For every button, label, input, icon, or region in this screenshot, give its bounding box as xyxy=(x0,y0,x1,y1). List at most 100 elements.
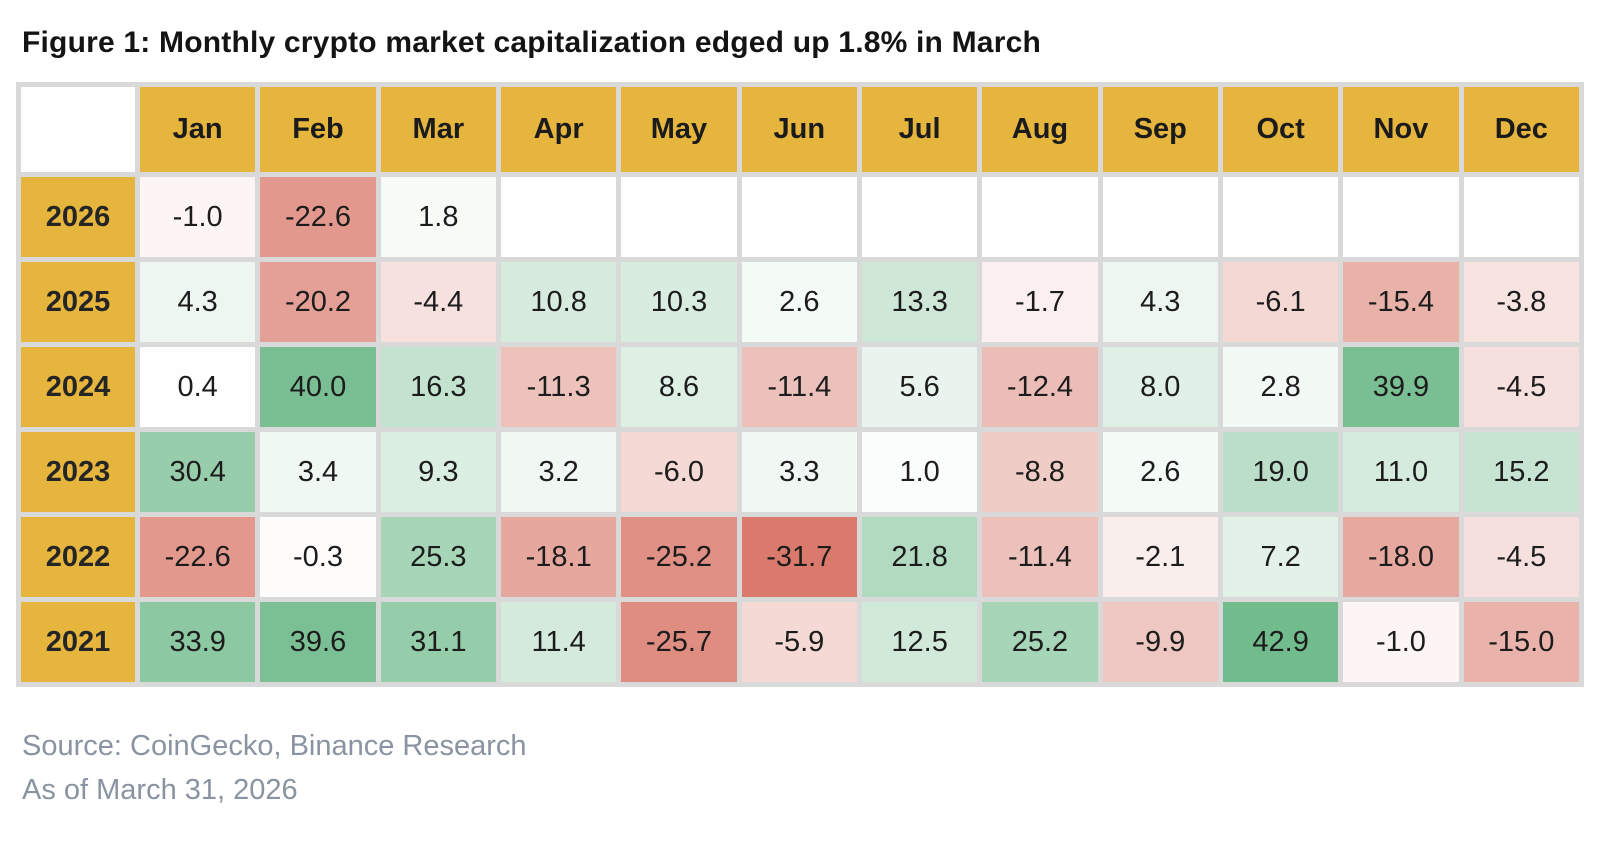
heatmap-cell-2022-mar: 25.3 xyxy=(380,517,496,597)
year-label-2025: 2025 xyxy=(21,262,135,342)
heatmap-header-row: Jan Feb Mar Apr May Jun Jul Aug Sep Oct Nov Dec xyxy=(21,87,1579,172)
month-header-dec: Dec xyxy=(1463,87,1579,172)
heatmap-cell-2025-may: 10.3 xyxy=(621,262,737,342)
heatmap-cell-2026-dec xyxy=(1463,177,1579,257)
heatmap-cell-2023-mar: 9.3 xyxy=(380,432,496,512)
heatmap-cell-2025-jan: 4.3 xyxy=(140,262,256,342)
heatmap-cell-2024-may: 8.6 xyxy=(621,347,737,427)
heatmap-cell-2025-aug: -1.7 xyxy=(982,262,1098,342)
heatmap-cell-2024-jul: 5.6 xyxy=(861,347,978,427)
heatmap-cell-2024-dec: -4.5 xyxy=(1463,347,1579,427)
heatmap-cell-2022-jan: -22.6 xyxy=(140,517,256,597)
heatmap-cell-2023-oct: 19.0 xyxy=(1222,432,1339,512)
heatmap-cell-2022-jun: -31.7 xyxy=(741,517,857,597)
year-label-2023: 2023 xyxy=(21,432,135,512)
heatmap-row-2024: 2024 0.4 40.0 16.3 -11.3 8.6 -11.4 5.6 -12.4 8.0 2… xyxy=(21,347,1579,427)
heatmap-cell-2025-jun: 2.6 xyxy=(741,262,857,342)
heatmap-cell-2021-oct: 42.9 xyxy=(1222,602,1339,682)
month-header-jan: Jan xyxy=(140,87,256,172)
year-label-2024: 2024 xyxy=(21,347,135,427)
heatmap-cell-2024-jan: 0.4 xyxy=(140,347,256,427)
heatmap-cell-2024-jun: -11.4 xyxy=(741,347,857,427)
heatmap-cell-2026-sep xyxy=(1102,177,1218,257)
heatmap-cell-2021-aug: 25.2 xyxy=(982,602,1098,682)
source-note: Source: CoinGecko, Binance Research As o… xyxy=(16,725,1584,812)
month-header-jul: Jul xyxy=(861,87,978,172)
heatmap-cell-2025-dec: -3.8 xyxy=(1463,262,1579,342)
heatmap-cell-2023-apr: 3.2 xyxy=(500,432,617,512)
heatmap-cell-2026-aug xyxy=(982,177,1098,257)
heatmap-cell-2025-sep: 4.3 xyxy=(1102,262,1218,342)
heatmap-cell-2026-jul xyxy=(861,177,978,257)
heatmap-cell-2022-may: -25.2 xyxy=(621,517,737,597)
heatmap-row-2026: 2026 -1.0 -22.6 1.8 xyxy=(21,177,1579,257)
heatmap-cell-2022-apr: -18.1 xyxy=(500,517,617,597)
heatmap-cell-2024-feb: 40.0 xyxy=(260,347,376,427)
heatmap-cell-2021-dec: -15.0 xyxy=(1463,602,1579,682)
month-header-nov: Nov xyxy=(1343,87,1459,172)
heatmap-cell-2021-nov: -1.0 xyxy=(1343,602,1459,682)
heatmap-cell-2022-dec: -4.5 xyxy=(1463,517,1579,597)
heatmap-cell-2024-oct: 2.8 xyxy=(1222,347,1339,427)
heatmap-cell-2024-sep: 8.0 xyxy=(1102,347,1218,427)
heatmap-cell-2026-may xyxy=(621,177,737,257)
month-header-sep: Sep xyxy=(1102,87,1218,172)
month-header-feb: Feb xyxy=(260,87,376,172)
heatmap-cell-2023-may: -6.0 xyxy=(621,432,737,512)
heatmap-cell-2023-feb: 3.4 xyxy=(260,432,376,512)
heatmap-cell-2025-feb: -20.2 xyxy=(260,262,376,342)
heatmap-cell-2026-jun xyxy=(741,177,857,257)
heatmap-cell-2021-jul: 12.5 xyxy=(861,602,978,682)
heatmap-cell-2025-oct: -6.1 xyxy=(1222,262,1339,342)
heatmap-cell-2026-nov xyxy=(1343,177,1459,257)
month-header-oct: Oct xyxy=(1222,87,1339,172)
corner-cell xyxy=(21,87,135,172)
heatmap-cell-2022-jul: 21.8 xyxy=(861,517,978,597)
heatmap-cell-2023-sep: 2.6 xyxy=(1102,432,1218,512)
heatmap-cell-2022-oct: 7.2 xyxy=(1222,517,1339,597)
month-header-apr: Apr xyxy=(500,87,617,172)
heatmap-cell-2021-jan: 33.9 xyxy=(140,602,256,682)
heatmap-cell-2023-aug: -8.8 xyxy=(982,432,1098,512)
heatmap-cell-2025-mar: -4.4 xyxy=(380,262,496,342)
heatmap-cell-2021-jun: -5.9 xyxy=(741,602,857,682)
heatmap-cell-2026-oct xyxy=(1222,177,1339,257)
year-label-2022: 2022 xyxy=(21,517,135,597)
heatmap-cell-2025-jul: 13.3 xyxy=(861,262,978,342)
heatmap-cell-2025-apr: 10.8 xyxy=(500,262,617,342)
heatmap-cell-2024-apr: -11.3 xyxy=(500,347,617,427)
heatmap-cell-2023-dec: 15.2 xyxy=(1463,432,1579,512)
heatmap-cell-2023-nov: 11.0 xyxy=(1343,432,1459,512)
heatmap-cell-2021-mar: 31.1 xyxy=(380,602,496,682)
heatmap-cell-2026-apr xyxy=(500,177,617,257)
heatmap-cell-2021-may: -25.7 xyxy=(621,602,737,682)
month-header-may: May xyxy=(621,87,737,172)
as-of-line: As of March 31, 2026 xyxy=(22,773,298,806)
heatmap-cell-2026-jan: -1.0 xyxy=(140,177,256,257)
heatmap-cell-2023-jan: 30.4 xyxy=(140,432,256,512)
heatmap-cell-2023-jun: 3.3 xyxy=(741,432,857,512)
heatmap-cell-2022-sep: -2.1 xyxy=(1102,517,1218,597)
heatmap-row-2022: 2022 -22.6 -0.3 25.3 -18.1 -25.2 -31.7 21.8 -11.… xyxy=(21,517,1579,597)
heatmap-cell-2021-apr: 11.4 xyxy=(500,602,617,682)
month-header-jun: Jun xyxy=(741,87,857,172)
heatmap-cell-2025-nov: -15.4 xyxy=(1343,262,1459,342)
heatmap-cell-2024-aug: -12.4 xyxy=(982,347,1098,427)
figure-title: Figure 1: Monthly crypto market capitali… xyxy=(22,26,1041,59)
heatmap-table: Jan Feb Mar Apr May Jun Jul Aug Sep Oct Nov Dec 202… xyxy=(16,82,1584,687)
heatmap-row-2021: 2021 33.9 39.6 31.1 11.4 -25.7 -5.9 12.5 25.2 -9.… xyxy=(21,602,1579,682)
heatmap-cell-2022-aug: -11.4 xyxy=(982,517,1098,597)
heatmap-cell-2021-sep: -9.9 xyxy=(1102,602,1218,682)
source-line: Source: CoinGecko, Binance Research xyxy=(22,730,527,762)
year-label-2021: 2021 xyxy=(21,602,135,682)
heatmap-cell-2026-mar: 1.8 xyxy=(380,177,496,257)
month-header-mar: Mar xyxy=(380,87,496,172)
heatmap-cell-2022-nov: -18.0 xyxy=(1343,517,1459,597)
heatmap-row-2025: 2025 4.3 -20.2 -4.4 10.8 10.3 2.6 13.3 -1.7 4.3 -6… xyxy=(21,262,1579,342)
heatmap-cell-2026-feb: -22.6 xyxy=(260,177,376,257)
heatmap-row-2023: 2023 30.4 3.4 9.3 3.2 -6.0 3.3 1.0 -8.8 2.6 19.0 11… xyxy=(21,432,1579,512)
heatmap-cell-2023-jul: 1.0 xyxy=(861,432,978,512)
heatmap-cell-2024-nov: 39.9 xyxy=(1343,347,1459,427)
heatmap-cell-2024-mar: 16.3 xyxy=(380,347,496,427)
